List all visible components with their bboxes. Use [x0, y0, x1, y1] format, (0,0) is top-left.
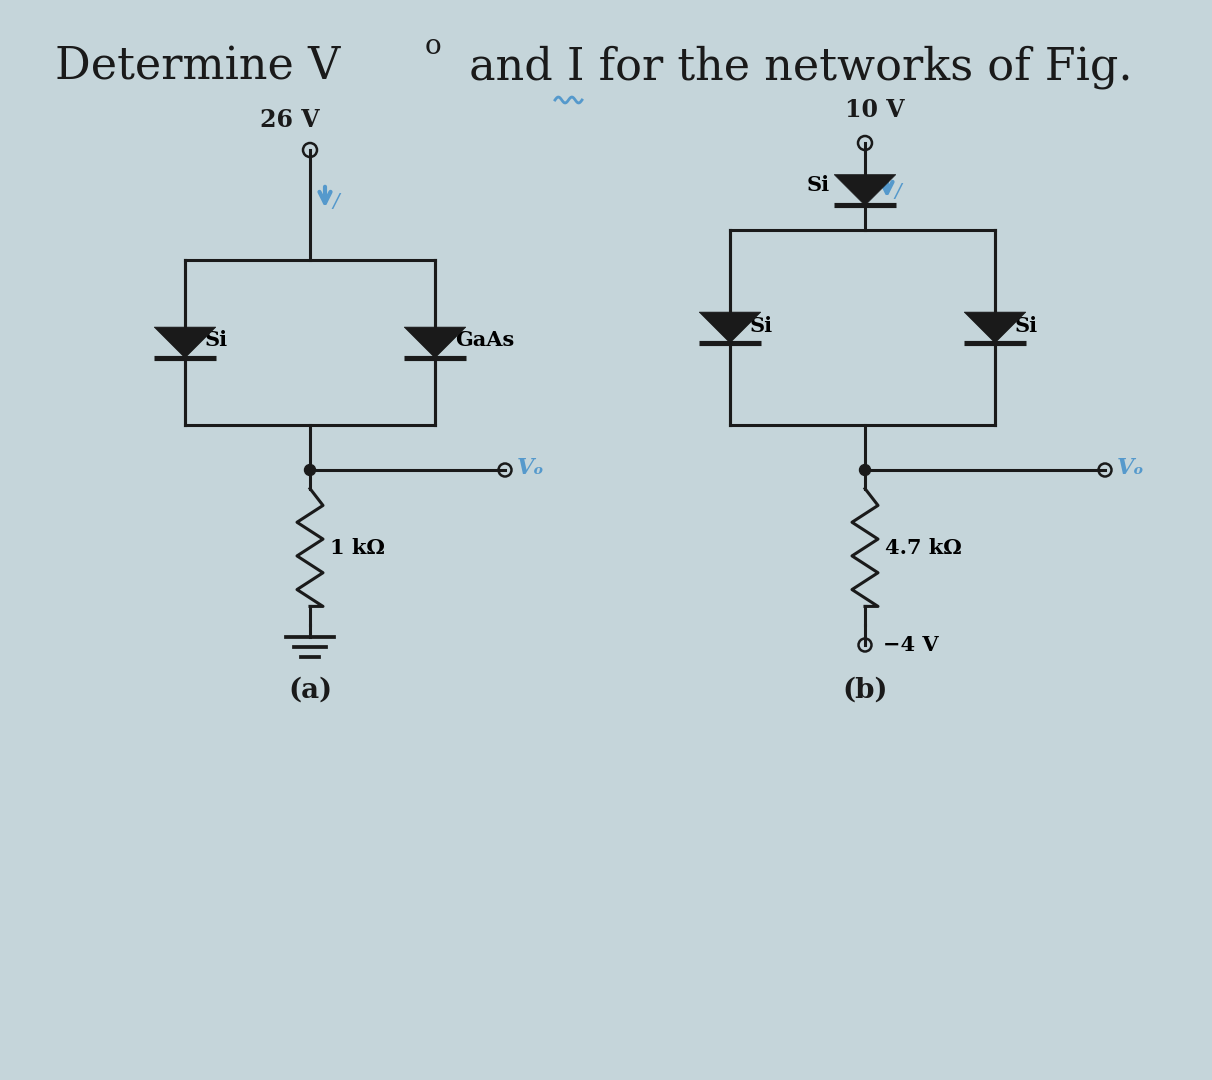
Text: /: /: [894, 183, 901, 201]
Text: /: /: [332, 192, 338, 211]
Polygon shape: [154, 327, 216, 357]
Circle shape: [859, 464, 870, 475]
Polygon shape: [834, 175, 896, 205]
Text: Si: Si: [1014, 315, 1039, 336]
Polygon shape: [699, 312, 761, 343]
Text: and I for the networks of Fig.: and I for the networks of Fig.: [454, 45, 1132, 89]
Text: Vₒ: Vₒ: [518, 457, 544, 480]
Polygon shape: [404, 327, 465, 357]
Text: 4.7 kΩ: 4.7 kΩ: [885, 538, 962, 557]
Circle shape: [304, 464, 315, 475]
Text: Determine V: Determine V: [55, 45, 341, 89]
Text: −4 V: −4 V: [884, 635, 938, 654]
Text: o: o: [425, 33, 441, 60]
Text: GaAs: GaAs: [454, 330, 514, 351]
Text: (a): (a): [288, 676, 332, 703]
Text: Si: Si: [807, 175, 830, 195]
Text: 10 V: 10 V: [845, 98, 904, 122]
Text: 26 V: 26 V: [261, 108, 320, 132]
Text: Vₒ: Vₒ: [1117, 457, 1144, 480]
Polygon shape: [965, 312, 1025, 343]
Text: 1 kΩ: 1 kΩ: [330, 538, 385, 557]
Text: Si: Si: [205, 330, 228, 351]
Text: Si: Si: [750, 315, 773, 336]
Text: (b): (b): [842, 676, 887, 703]
